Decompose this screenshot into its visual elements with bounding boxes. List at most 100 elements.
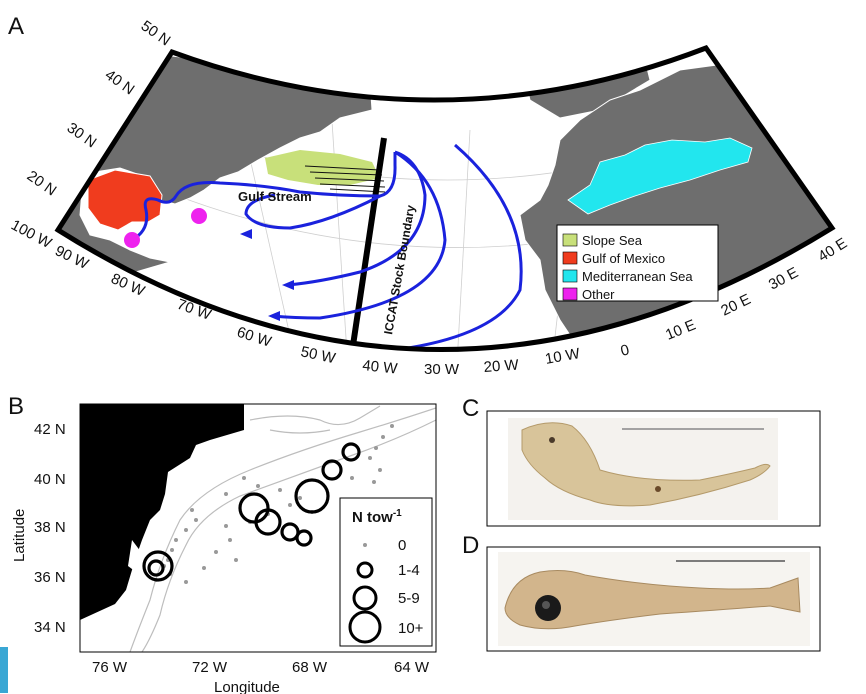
panel-a-letter: A (8, 13, 24, 40)
slope-sea-hatch (304, 165, 386, 193)
lon-label-12: 20 E (718, 291, 753, 320)
lon-label-13: 30 E (766, 264, 801, 293)
larva-d-eye-highlight (542, 601, 550, 609)
gyre-path-3 (271, 150, 447, 320)
lon-label-11: 10 E (663, 316, 698, 343)
zero-dot-21 (378, 468, 382, 472)
lon-label-8: 20 W (483, 357, 520, 376)
legend-label-0: Slope Sea (582, 233, 643, 248)
catch-circle-3 (238, 492, 270, 524)
legend-label-10-plus: 10+ (398, 620, 424, 637)
legend-label-0: 0 (398, 537, 406, 554)
catch-circle-6 (295, 529, 313, 547)
map-b-xlabel: Longitude (214, 679, 280, 694)
zero-dot-11 (214, 550, 218, 554)
lon-label-14: 40 E (815, 235, 850, 266)
zero-dot-22 (372, 480, 376, 484)
lon-label-7: 30 W (424, 361, 460, 378)
zero-dot-27 (256, 484, 260, 488)
y-tick-38: 38 N (34, 519, 66, 536)
y-tick-36: 36 N (34, 569, 66, 586)
zero-dot-15 (184, 528, 188, 532)
zero-dot-9 (224, 524, 228, 528)
lat-label-40: 40 N (102, 66, 138, 98)
map-b-frame (79, 403, 437, 653)
zero-dot-0 (381, 435, 385, 439)
x-tick-64: 64 W (394, 659, 430, 676)
legend-label-2: Mediterranean Sea (582, 269, 693, 284)
legend-circle-10-plus (348, 610, 382, 644)
zero-dot-29 (202, 566, 206, 570)
catch-circle-4 (254, 508, 282, 536)
gyre-path-4 (377, 143, 523, 350)
panel-b-letter: B (8, 393, 24, 420)
x-tick-76: 76 W (92, 659, 128, 676)
lat-label-50: 50 N (138, 17, 174, 49)
map-b-ylabel: Latitude (11, 509, 28, 562)
panel-c-letter: C (462, 395, 479, 422)
slope-sea-region (265, 150, 380, 185)
gulf-of-mexico-region (87, 169, 163, 231)
map-b-x-ticks: 76 W 72 W 68 W 64 W (92, 659, 430, 676)
migration-paths (131, 143, 523, 350)
chesapeake-bay (128, 540, 144, 575)
zero-dot-13 (190, 508, 194, 512)
larva-c-body (521, 422, 771, 507)
legend-label-1: Gulf of Mexico (582, 251, 665, 266)
zero-dot-25 (224, 492, 228, 496)
y-tick-42: 42 N (34, 421, 66, 438)
lat-label-30: 30 N (64, 119, 100, 151)
other-point-2 (191, 208, 207, 224)
zero-dot-2 (368, 456, 372, 460)
zero-dot-5 (288, 503, 292, 507)
map-b-legend-box (339, 497, 433, 647)
x-tick-68: 68 W (292, 659, 328, 676)
legend-circle-5-9 (352, 585, 378, 611)
catch-circle-7 (142, 550, 174, 582)
lon-label-6: 40 W (362, 357, 399, 378)
zero-dot-12 (234, 558, 238, 562)
x-tick-72: 72 W (192, 659, 228, 676)
other-point-1 (124, 232, 140, 248)
catch-circle-8 (147, 559, 165, 577)
catch-circle-1 (321, 459, 343, 481)
map-a: Gulf Stream ICCAT Stock Boundary 50 N 40… (8, 17, 850, 378)
zero-dot-28 (278, 488, 282, 492)
zero-dot-17 (170, 548, 174, 552)
bathymetry-lines (129, 405, 436, 652)
legend-swatch-2 (562, 269, 578, 283)
larva-c-spot-2 (655, 486, 661, 492)
lat-label-20: 20 N (24, 167, 60, 199)
panel-d-letter: D (462, 532, 479, 559)
legend-dot-0 (363, 543, 367, 547)
map-b-legend: N tow-1 0 1-4 5-9 10+ (339, 497, 433, 647)
lon-label-10: 0 (619, 341, 631, 360)
map-b-y-ticks: 42 N 40 N 38 N 36 N 34 N (34, 421, 66, 636)
gulf-stream-label: Gulf Stream (238, 189, 312, 204)
zero-dot-10 (228, 538, 232, 542)
zero-dot-3 (390, 424, 394, 428)
zero-dot-14 (194, 518, 198, 522)
edge-artifact (0, 647, 8, 693)
mediterranean-region (567, 137, 753, 215)
legend-swatch-1 (562, 251, 578, 265)
zero-dot-16 (174, 538, 178, 542)
map-a-legend: Slope Sea Gulf of Mexico Mediterranean Sea… (556, 224, 719, 302)
legend-circle-1-4 (356, 561, 374, 579)
zero-dot-26 (242, 476, 246, 480)
zero-dot-1 (374, 446, 378, 450)
legend-swatch-3 (562, 287, 578, 301)
zero-dot-4 (298, 496, 302, 500)
gyre-path-1 (244, 193, 381, 230)
lon-label-9: 10 W (544, 345, 582, 368)
catch-circle-0 (341, 442, 361, 462)
zero-dot-30 (184, 580, 188, 584)
catch-circle-2 (294, 478, 330, 514)
larva-c-spot-1 (549, 437, 555, 443)
legend-swatch-0 (562, 233, 578, 247)
catch-circles (142, 442, 361, 582)
lon-label-5: 50 W (299, 343, 338, 367)
map-b-legend-title: N tow-1 (352, 508, 402, 526)
map-a-border (54, 44, 836, 352)
